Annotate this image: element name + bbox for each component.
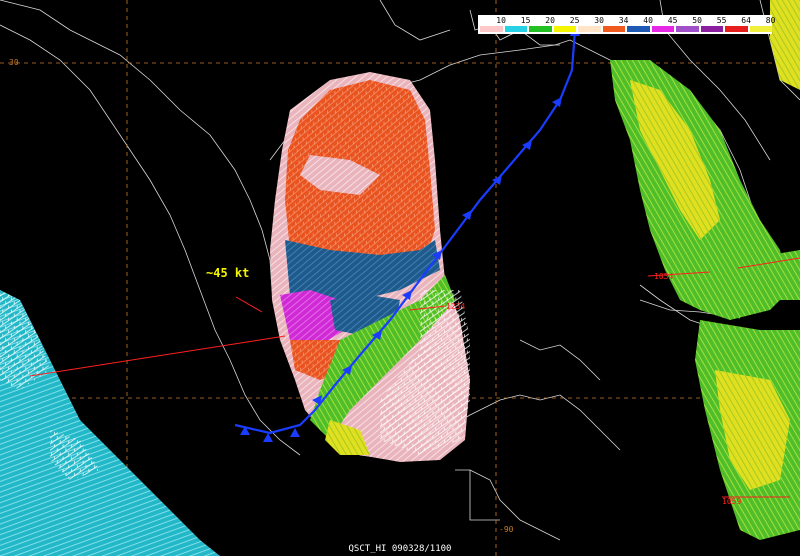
legend-value-10: 10 xyxy=(496,16,506,25)
legend-value-45: 45 xyxy=(667,16,678,25)
legend-value-20: 20 xyxy=(545,16,555,25)
legend-swatch-10 xyxy=(480,26,503,32)
legend-value-40: 40 xyxy=(643,16,653,25)
east-swath xyxy=(610,0,800,540)
time-label-south: 1059 xyxy=(722,497,742,506)
cold-front xyxy=(234,29,577,442)
legend-swatch-34 xyxy=(602,26,625,32)
legend-swatch-55 xyxy=(700,26,723,32)
wind-speed-legend: 10 15 20 25 30 34 40 45 50 55 64 80 xyxy=(478,15,775,34)
lat-label: 30 xyxy=(9,58,19,67)
pacific-swath xyxy=(0,290,220,556)
legend-value-34: 34 xyxy=(618,16,629,25)
legend-value-30: 30 xyxy=(594,16,604,25)
product-footer: QSCT_HI 090328/1100 xyxy=(348,544,452,554)
legend-swatch-20 xyxy=(529,26,552,32)
legend-value-80: 80 xyxy=(765,16,776,25)
lon-label: -90 xyxy=(499,525,514,534)
legend-swatch-30 xyxy=(578,26,601,32)
legend-swatch-40 xyxy=(627,26,650,32)
legend-value-25: 25 xyxy=(569,16,580,25)
wind-annotation: ~45 kt xyxy=(206,266,250,280)
time-label-gulf: 1234 xyxy=(446,302,466,311)
gulf-swath xyxy=(270,72,470,462)
legend-value-15: 15 xyxy=(520,16,531,25)
legend-swatch-15 xyxy=(504,26,527,32)
legend-swatch-80 xyxy=(749,26,772,32)
legend-swatch-25 xyxy=(553,26,576,32)
pointer-lines xyxy=(29,257,800,498)
time-label-east: 1054 xyxy=(654,272,674,281)
legend-value-64: 64 xyxy=(741,16,751,25)
legend-value-55: 55 xyxy=(716,16,727,25)
legend-swatch-64 xyxy=(725,26,748,32)
legend-swatch-45 xyxy=(651,26,674,32)
legend-value-50: 50 xyxy=(692,16,702,25)
legend-swatch-50 xyxy=(676,26,699,32)
